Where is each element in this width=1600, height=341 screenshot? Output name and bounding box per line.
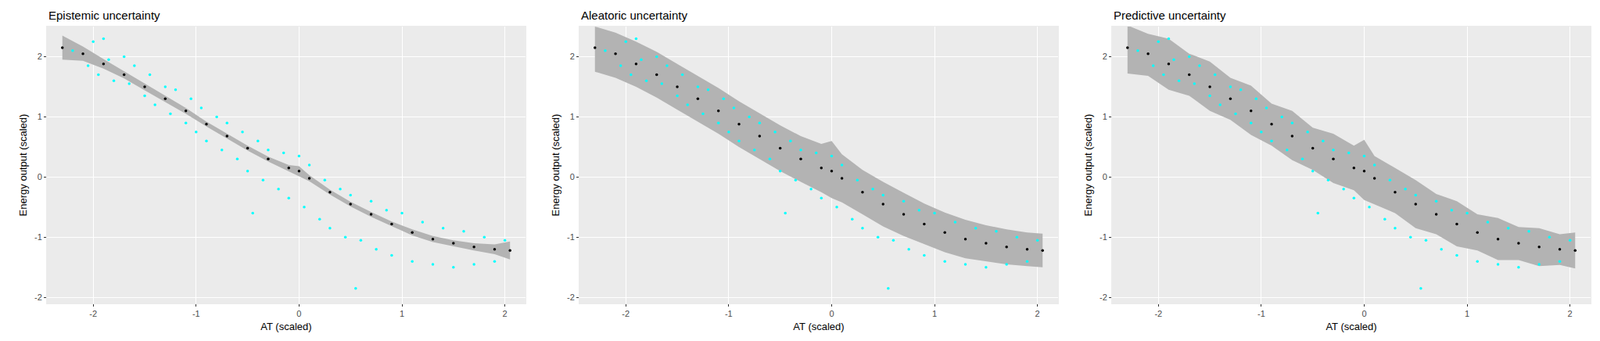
svg-text:0: 0 [570, 172, 575, 182]
svg-text:Energy output (scaled): Energy output (scaled) [549, 114, 562, 217]
svg-text:AT (scaled): AT (scaled) [1325, 320, 1377, 333]
svg-text:1: 1 [570, 111, 575, 122]
svg-text:Energy output (scaled): Energy output (scaled) [1082, 114, 1095, 217]
svg-text:0: 0 [1102, 172, 1108, 182]
svg-text:-2: -2 [621, 308, 630, 319]
svg-text:-1: -1 [1257, 308, 1266, 319]
svg-text:Aleatoric uncertainty: Aleatoric uncertainty [581, 8, 688, 22]
svg-text:1: 1 [932, 308, 937, 319]
svg-text:1: 1 [1464, 308, 1470, 319]
svg-text:-2: -2 [566, 292, 575, 302]
svg-text:2: 2 [1035, 308, 1041, 319]
svg-text:1: 1 [399, 308, 405, 319]
svg-text:-2: -2 [1099, 292, 1108, 302]
svg-text:1: 1 [37, 111, 43, 122]
svg-text:2: 2 [570, 51, 575, 61]
svg-text:0: 0 [37, 172, 43, 182]
svg-text:AT (scaled): AT (scaled) [792, 320, 844, 333]
svg-text:-2: -2 [34, 292, 43, 302]
svg-text:2: 2 [502, 308, 508, 319]
svg-text:Predictive uncertainty: Predictive uncertainty [1113, 8, 1227, 22]
svg-text:-1: -1 [192, 308, 201, 319]
svg-text:AT (scaled): AT (scaled) [260, 320, 312, 333]
svg-text:0: 0 [296, 308, 302, 319]
svg-text:2: 2 [1102, 51, 1108, 61]
svg-text:Energy output (scaled): Energy output (scaled) [17, 114, 29, 217]
svg-text:-1: -1 [34, 232, 43, 242]
svg-text:-1: -1 [566, 232, 575, 242]
svg-text:-1: -1 [1099, 232, 1108, 242]
svg-text:1: 1 [1102, 111, 1108, 122]
svg-text:0: 0 [828, 308, 834, 319]
svg-text:2: 2 [1567, 308, 1573, 319]
svg-text:-1: -1 [724, 308, 733, 319]
svg-text:2: 2 [37, 51, 43, 61]
svg-text:-2: -2 [1154, 308, 1163, 319]
svg-text:0: 0 [1361, 308, 1367, 319]
svg-text:-2: -2 [89, 308, 97, 319]
svg-text:Epistemic uncertainty: Epistemic uncertainty [48, 8, 161, 22]
